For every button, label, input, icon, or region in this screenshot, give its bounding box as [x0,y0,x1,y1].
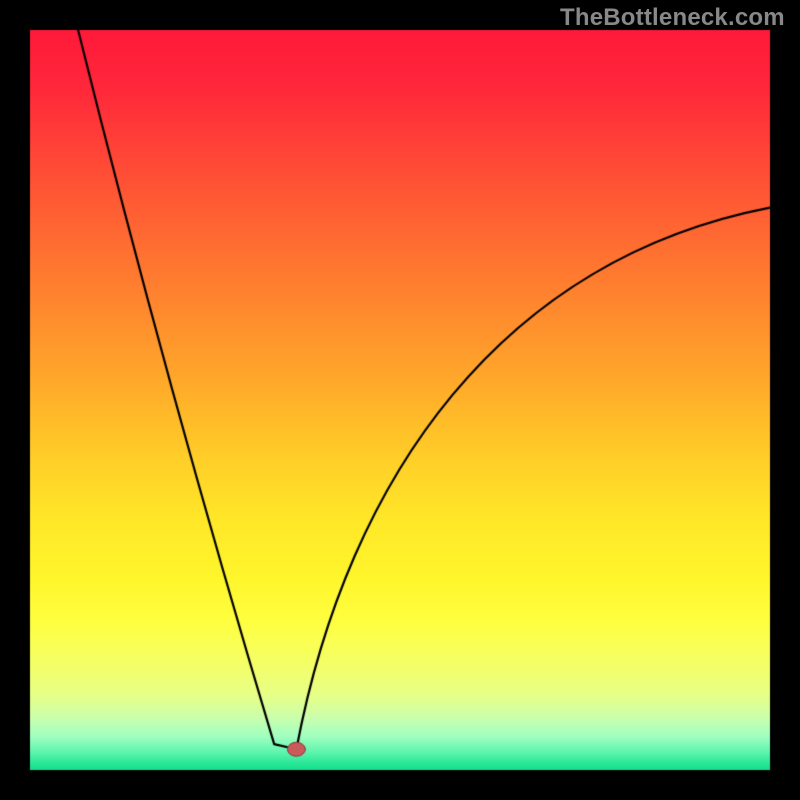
gradient-v-curve-chart [0,0,800,800]
watermark-text: TheBottleneck.com [560,4,785,32]
